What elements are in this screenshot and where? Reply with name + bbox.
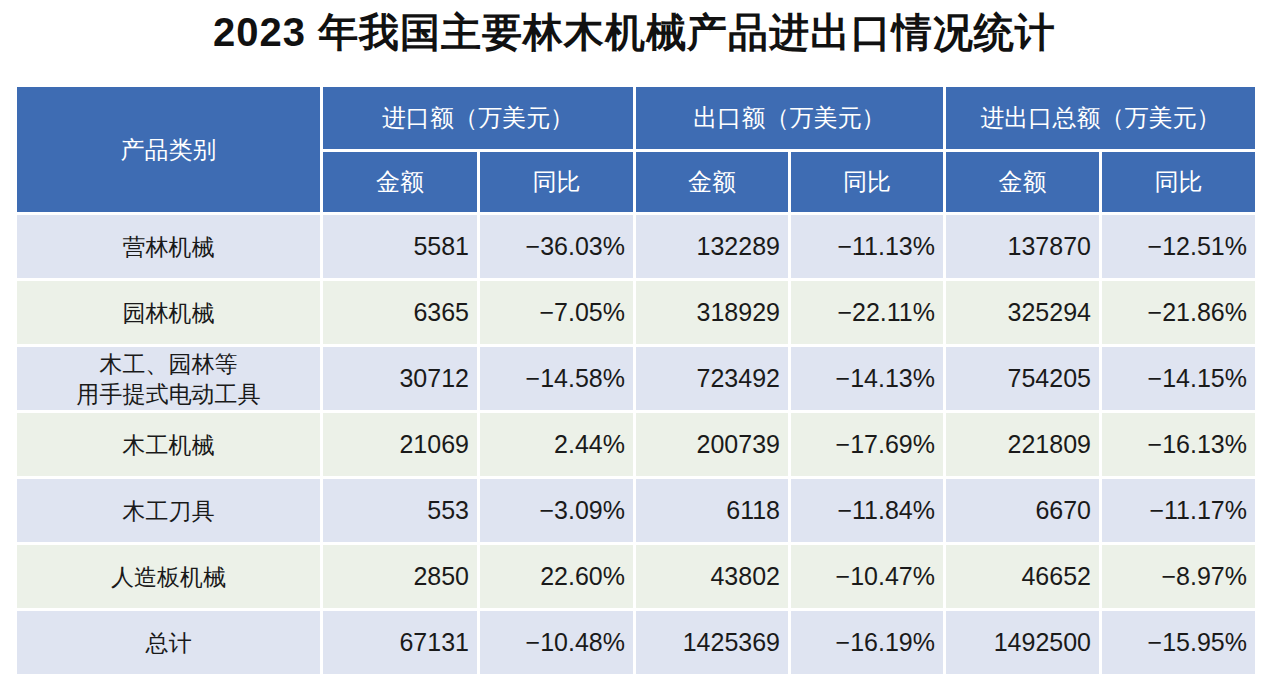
total-yoy-cell: −8.97% xyxy=(1101,544,1257,610)
page-title: 2023 年我国主要林木机械产品进出口情况统计 xyxy=(0,6,1269,58)
import-export-table: 产品类别 进口额（万美元） 出口额（万美元） 进出口总额（万美元） 金额 同比 … xyxy=(14,84,1258,677)
total-amount-cell: 6670 xyxy=(945,478,1101,544)
total-amount-cell: 221809 xyxy=(945,412,1101,478)
export-amount-cell: 43802 xyxy=(635,544,790,610)
table-row: 木工机械 21069 2.44% 200739 −17.69% 221809 −… xyxy=(16,412,1257,478)
table-row: 木工、园林等 用手提式电动工具 30712 −14.58% 723492 −14… xyxy=(16,346,1257,412)
export-amount-cell: 723492 xyxy=(635,346,790,412)
export-yoy-cell: −16.19% xyxy=(790,610,945,676)
total-yoy-cell: −11.17% xyxy=(1101,478,1257,544)
product-category-cell: 木工机械 xyxy=(16,412,322,478)
column-header-total-yoy: 同比 xyxy=(1101,151,1257,214)
import-amount-cell: 30712 xyxy=(322,346,479,412)
export-amount-cell: 200739 xyxy=(635,412,790,478)
column-group-total: 进出口总额（万美元） xyxy=(945,86,1257,151)
import-amount-cell: 2850 xyxy=(322,544,479,610)
import-yoy-cell: 2.44% xyxy=(479,412,635,478)
total-yoy-cell: −14.15% xyxy=(1101,346,1257,412)
column-header-total-amount: 金额 xyxy=(945,151,1101,214)
product-category-cell: 营林机械 xyxy=(16,214,322,280)
column-group-import: 进口额（万美元） xyxy=(322,86,635,151)
export-yoy-cell: −14.13% xyxy=(790,346,945,412)
import-amount-cell: 6365 xyxy=(322,280,479,346)
import-amount-cell: 5581 xyxy=(322,214,479,280)
table-row: 营林机械 5581 −36.03% 132289 −11.13% 137870 … xyxy=(16,214,1257,280)
column-header-import-yoy: 同比 xyxy=(479,151,635,214)
total-yoy-cell: −16.13% xyxy=(1101,412,1257,478)
export-yoy-cell: −22.11% xyxy=(790,280,945,346)
export-yoy-cell: −11.84% xyxy=(790,478,945,544)
header-group-row: 产品类别 进口额（万美元） 出口额（万美元） 进出口总额（万美元） xyxy=(16,86,1257,151)
total-yoy-cell: −15.95% xyxy=(1101,610,1257,676)
column-header-export-amount: 金额 xyxy=(635,151,790,214)
import-yoy-cell: 22.60% xyxy=(479,544,635,610)
total-amount-cell: 1492500 xyxy=(945,610,1101,676)
product-category-cell: 木工、园林等 用手提式电动工具 xyxy=(16,346,322,412)
product-category-cell: 总计 xyxy=(16,610,322,676)
import-yoy-cell: −7.05% xyxy=(479,280,635,346)
export-amount-cell: 132289 xyxy=(635,214,790,280)
total-yoy-cell: −21.86% xyxy=(1101,280,1257,346)
column-header-product-category: 产品类别 xyxy=(16,86,322,214)
import-amount-cell: 21069 xyxy=(322,412,479,478)
product-category-cell: 园林机械 xyxy=(16,280,322,346)
column-header-export-yoy: 同比 xyxy=(790,151,945,214)
table-row: 人造板机械 2850 22.60% 43802 −10.47% 46652 −8… xyxy=(16,544,1257,610)
table-row: 园林机械 6365 −7.05% 318929 −22.11% 325294 −… xyxy=(16,280,1257,346)
import-yoy-cell: −3.09% xyxy=(479,478,635,544)
column-group-export: 出口额（万美元） xyxy=(635,86,945,151)
export-yoy-cell: −17.69% xyxy=(790,412,945,478)
total-amount-cell: 137870 xyxy=(945,214,1101,280)
export-amount-cell: 1425369 xyxy=(635,610,790,676)
table-row: 木工刀具 553 −3.09% 6118 −11.84% 6670 −11.17… xyxy=(16,478,1257,544)
total-amount-cell: 46652 xyxy=(945,544,1101,610)
table-header: 产品类别 进口额（万美元） 出口额（万美元） 进出口总额（万美元） 金额 同比 … xyxy=(16,86,1257,214)
import-amount-cell: 553 xyxy=(322,478,479,544)
table-row-total: 总计 67131 −10.48% 1425369 −16.19% 1492500… xyxy=(16,610,1257,676)
export-amount-cell: 6118 xyxy=(635,478,790,544)
total-amount-cell: 325294 xyxy=(945,280,1101,346)
import-amount-cell: 67131 xyxy=(322,610,479,676)
total-amount-cell: 754205 xyxy=(945,346,1101,412)
import-yoy-cell: −14.58% xyxy=(479,346,635,412)
total-yoy-cell: −12.51% xyxy=(1101,214,1257,280)
product-category-cell: 木工刀具 xyxy=(16,478,322,544)
import-yoy-cell: −10.48% xyxy=(479,610,635,676)
export-yoy-cell: −10.47% xyxy=(790,544,945,610)
column-header-import-amount: 金额 xyxy=(322,151,479,214)
import-yoy-cell: −36.03% xyxy=(479,214,635,280)
export-amount-cell: 318929 xyxy=(635,280,790,346)
product-category-cell: 人造板机械 xyxy=(16,544,322,610)
export-yoy-cell: −11.13% xyxy=(790,214,945,280)
